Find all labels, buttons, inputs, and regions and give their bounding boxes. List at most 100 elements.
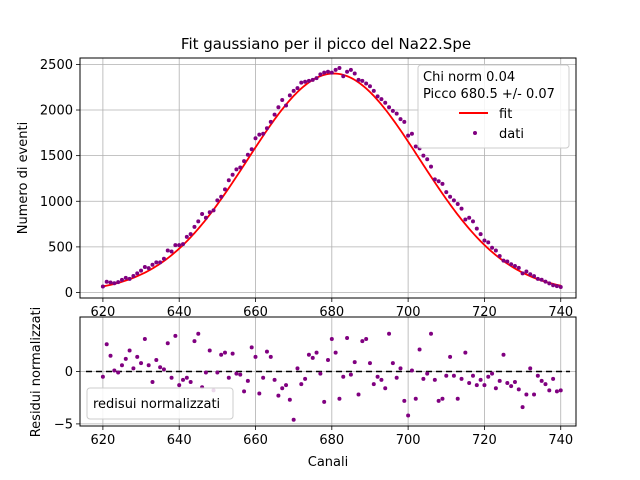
bottom-data-point — [329, 337, 334, 342]
bottom-data-point — [249, 345, 254, 350]
bottom-ytick-label--5: −5 — [54, 417, 73, 432]
bottom-data-point — [310, 355, 315, 360]
bottom-data-point — [379, 377, 384, 382]
top-data-point — [402, 119, 407, 124]
top-data-point — [104, 279, 109, 284]
bottom-data-point — [539, 378, 544, 383]
top-ytick-label-2500: 2500 — [40, 58, 73, 73]
top-data-point — [375, 94, 380, 99]
top-data-point — [242, 159, 247, 164]
top-data-points — [100, 66, 563, 290]
bottom-data-point — [455, 396, 460, 401]
bottom-data-point — [505, 381, 510, 386]
top-data-point — [173, 243, 178, 248]
top-data-point — [554, 284, 559, 289]
top-data-point — [367, 84, 372, 89]
bottom-data-point — [532, 392, 537, 397]
top-ytick-label-1000: 1000 — [40, 195, 73, 210]
top-legend-box — [417, 64, 570, 149]
bottom-data-point — [486, 374, 491, 379]
bottom-data-point — [238, 372, 243, 377]
bottom-data-point — [222, 350, 227, 355]
bottom-data-point — [383, 386, 388, 391]
top-data-point — [287, 93, 292, 98]
top-data-point — [158, 260, 163, 265]
bottom-data-point — [326, 357, 330, 362]
bottom-data-point — [219, 352, 224, 357]
bottom-data-point — [406, 413, 411, 418]
top-data-point — [135, 271, 140, 276]
top-data-point — [314, 76, 319, 81]
bottom-data-point — [158, 365, 163, 370]
top-data-point — [329, 70, 334, 75]
bottom-data-point — [169, 375, 174, 380]
top-data-point — [333, 67, 338, 72]
bottom-data-point — [119, 363, 124, 368]
bottom-data-point — [470, 373, 475, 378]
top-data-point — [547, 281, 552, 286]
bottom-data-point — [512, 379, 517, 384]
top-legend: Chi norm 0.04 Picco 680.5 +/- 0.07 fit d… — [417, 64, 570, 149]
bottom-data-point — [314, 350, 319, 355]
top-data-point — [268, 119, 273, 124]
top-data-point — [295, 86, 300, 91]
top-xtick-label-740: 740 — [548, 305, 573, 320]
bottom-data-point — [226, 375, 231, 380]
top-data-point — [501, 258, 506, 263]
bottom-data-point — [516, 387, 521, 392]
bottom-data-point — [417, 347, 422, 352]
top-data-point — [455, 202, 460, 207]
bottom-data-point — [257, 391, 262, 396]
top-data-point — [448, 194, 453, 199]
top-data-point — [360, 78, 365, 83]
top-data-point — [310, 77, 315, 82]
bottom-data-point — [215, 370, 220, 375]
bottom-xtick-label-680: 680 — [319, 433, 344, 448]
top-data-point — [387, 105, 392, 110]
bottom-data-point — [181, 377, 186, 382]
top-data-point — [222, 187, 227, 192]
top-data-point — [467, 215, 472, 220]
top-data-point — [154, 260, 159, 265]
top-data-point — [150, 262, 155, 267]
bottom-data-point — [108, 353, 113, 358]
bottom-xtick-label-720: 720 — [472, 433, 497, 448]
bottom-data-point — [234, 371, 239, 376]
top-xtick-label-720: 720 — [472, 305, 497, 320]
top-data-point — [520, 271, 525, 276]
bottom-data-point — [554, 389, 559, 394]
top-data-point — [528, 272, 533, 277]
bottom-data-point — [173, 333, 178, 338]
bottom-data-point — [207, 348, 212, 353]
top-data-point — [280, 97, 285, 102]
top-data-point — [272, 112, 277, 117]
bottom-data-point — [444, 373, 449, 378]
bottom-data-point — [253, 354, 258, 359]
bottom-data-point — [165, 341, 170, 346]
top-data-point — [100, 284, 105, 289]
top-xtick-label-660: 660 — [243, 305, 268, 320]
top-data-point — [207, 210, 212, 215]
bottom-data-point — [333, 350, 338, 355]
bottom-data-point — [520, 405, 525, 410]
top-data-point — [463, 217, 468, 222]
top-data-point — [230, 172, 235, 177]
bottom-data-point — [192, 339, 197, 344]
bottom-data-point — [348, 372, 353, 377]
bottom-data-point — [306, 352, 311, 357]
bottom-data-point — [440, 396, 445, 401]
bottom-data-point — [367, 361, 372, 366]
top-data-point — [390, 108, 395, 113]
bottom-data-point — [436, 398, 441, 403]
bottom-data-point — [123, 356, 128, 361]
top-data-point — [413, 144, 418, 149]
top-data-point — [474, 226, 479, 231]
top-data-point — [543, 279, 548, 284]
bottom-data-point — [284, 383, 289, 388]
bottom-data-point — [188, 379, 193, 384]
top-ytick-label-0: 0 — [65, 286, 73, 301]
bottom-data-point — [478, 377, 483, 382]
residual-points — [100, 331, 563, 422]
bottom-data-point — [474, 383, 479, 388]
